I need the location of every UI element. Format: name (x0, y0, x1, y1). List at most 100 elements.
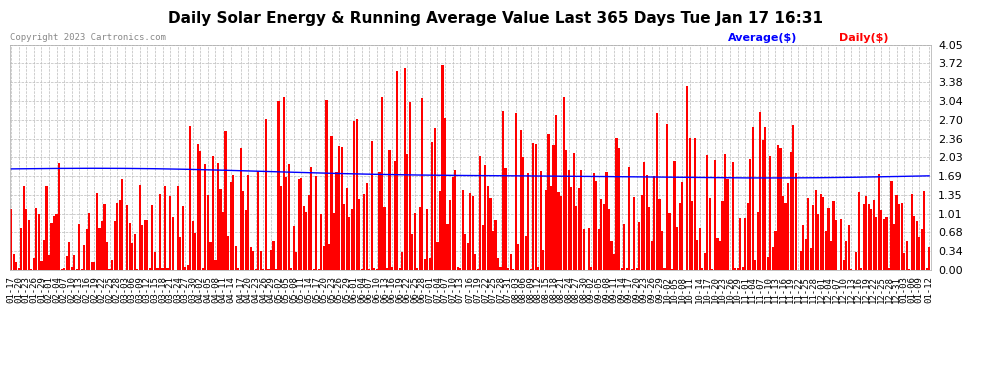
Bar (153, 252, 156, 270)
Bar (896, 195, 898, 270)
Bar (50, 223, 52, 270)
Bar (603, 204, 605, 270)
Bar (222, 212, 224, 270)
Bar (926, 267, 928, 270)
Bar (734, 268, 737, 270)
Bar (280, 186, 282, 270)
Bar (845, 242, 847, 270)
Bar (608, 209, 610, 270)
Bar (644, 162, 645, 270)
Bar (515, 113, 517, 270)
Bar (699, 228, 701, 270)
Bar (106, 242, 108, 270)
Bar (562, 97, 564, 270)
Bar (355, 119, 357, 270)
Bar (142, 225, 144, 270)
Bar (373, 268, 375, 270)
Bar (577, 188, 580, 270)
Bar (41, 261, 43, 270)
Bar (318, 269, 320, 270)
Bar (55, 214, 57, 270)
Bar (189, 126, 191, 270)
Bar (717, 238, 719, 270)
Bar (850, 269, 852, 270)
Bar (756, 213, 759, 270)
Bar (525, 236, 527, 270)
Bar (429, 258, 431, 270)
Bar (451, 177, 453, 270)
Bar (363, 194, 365, 270)
Bar (505, 168, 507, 270)
Bar (890, 181, 893, 270)
Bar (416, 268, 419, 270)
Bar (641, 195, 643, 270)
Bar (512, 269, 514, 270)
Bar (898, 204, 900, 270)
Text: Copyright 2023 Cartronics.com: Copyright 2023 Cartronics.com (10, 33, 165, 42)
Bar (310, 168, 313, 270)
Bar (48, 255, 50, 270)
Bar (929, 247, 931, 270)
Bar (807, 198, 810, 270)
Bar (588, 228, 590, 270)
Bar (810, 248, 812, 270)
Bar (572, 153, 575, 270)
Bar (20, 228, 23, 270)
Text: Daily Solar Energy & Running Average Value Last 365 Days Tue Jan 17 16:31: Daily Solar Energy & Running Average Val… (167, 11, 823, 26)
Bar (712, 268, 714, 270)
Bar (865, 196, 867, 270)
Bar (63, 268, 65, 270)
Bar (53, 216, 55, 270)
Bar (570, 186, 572, 270)
Bar (893, 224, 895, 270)
Bar (338, 146, 341, 270)
Bar (489, 198, 491, 270)
Text: Daily($): Daily($) (839, 33, 888, 43)
Bar (277, 101, 279, 270)
Bar (437, 243, 439, 270)
Bar (378, 172, 380, 270)
Bar (746, 203, 748, 270)
Bar (424, 258, 426, 270)
Bar (538, 267, 540, 270)
Bar (179, 237, 181, 270)
Bar (510, 254, 512, 270)
Bar (144, 220, 146, 270)
Bar (243, 191, 245, 270)
Bar (240, 148, 242, 270)
Bar (653, 176, 655, 270)
Bar (46, 186, 48, 270)
Bar (634, 197, 636, 270)
Bar (199, 151, 201, 270)
Bar (282, 97, 285, 270)
Bar (419, 207, 421, 270)
Bar (727, 178, 729, 270)
Bar (212, 156, 214, 270)
Bar (784, 203, 787, 270)
Bar (58, 163, 60, 270)
Bar (391, 267, 393, 270)
Bar (315, 176, 318, 270)
Bar (681, 182, 683, 270)
Bar (272, 241, 274, 270)
Bar (148, 268, 150, 270)
Bar (88, 213, 90, 270)
Bar (522, 157, 525, 270)
Bar (38, 214, 40, 270)
Bar (184, 267, 186, 270)
Bar (336, 172, 338, 270)
Bar (33, 258, 35, 270)
Bar (847, 225, 849, 270)
Bar (207, 195, 209, 270)
Bar (908, 269, 910, 270)
Bar (422, 98, 424, 270)
Bar (78, 225, 80, 270)
Bar (820, 194, 822, 270)
Bar (383, 207, 385, 270)
Bar (484, 165, 486, 270)
Bar (812, 206, 815, 270)
Bar (303, 206, 305, 270)
Bar (805, 238, 807, 270)
Bar (275, 268, 277, 270)
Bar (724, 154, 726, 270)
